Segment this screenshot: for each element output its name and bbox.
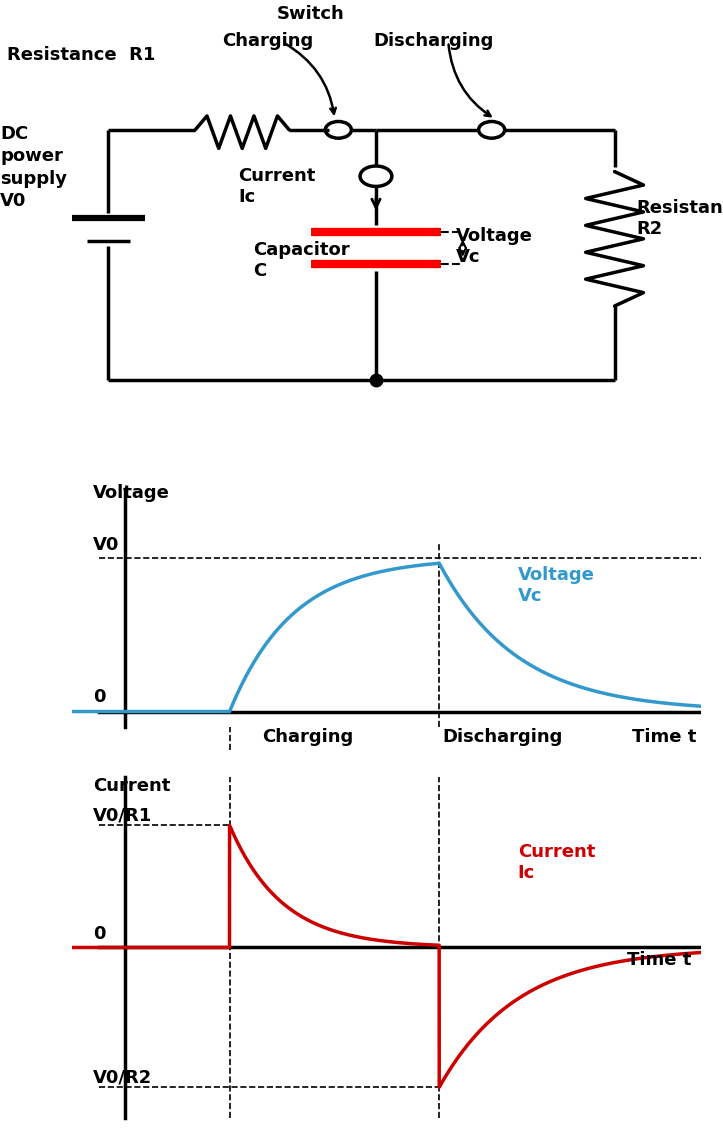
Text: Charging: Charging — [222, 32, 313, 50]
Text: Current: Current — [93, 777, 171, 796]
Text: Discharging: Discharging — [374, 32, 494, 50]
Text: Current
Ic: Current Ic — [239, 167, 316, 206]
Text: V0: V0 — [93, 536, 119, 554]
Text: Discharging: Discharging — [442, 728, 562, 747]
Text: DC
power
supply
V0: DC power supply V0 — [0, 125, 67, 210]
Text: V0/R1: V0/R1 — [93, 807, 153, 824]
Text: Switch: Switch — [277, 5, 345, 23]
Text: 0: 0 — [93, 688, 106, 706]
Text: Time t: Time t — [633, 728, 697, 747]
Text: Time t: Time t — [627, 951, 692, 969]
Text: Current
Ic: Current Ic — [518, 843, 595, 882]
Text: Voltage: Voltage — [93, 484, 170, 502]
Text: V0/R2: V0/R2 — [93, 1068, 153, 1087]
Text: Resistance  R1: Resistance R1 — [7, 46, 155, 64]
Text: Voltage
Vc: Voltage Vc — [518, 566, 595, 605]
Text: Voltage
Vc: Voltage Vc — [455, 227, 532, 266]
Text: Capacitor
C: Capacitor C — [253, 242, 350, 279]
Text: Charging: Charging — [262, 728, 354, 747]
Text: 0: 0 — [93, 925, 106, 942]
Text: Resistance
R2: Resistance R2 — [636, 199, 723, 238]
